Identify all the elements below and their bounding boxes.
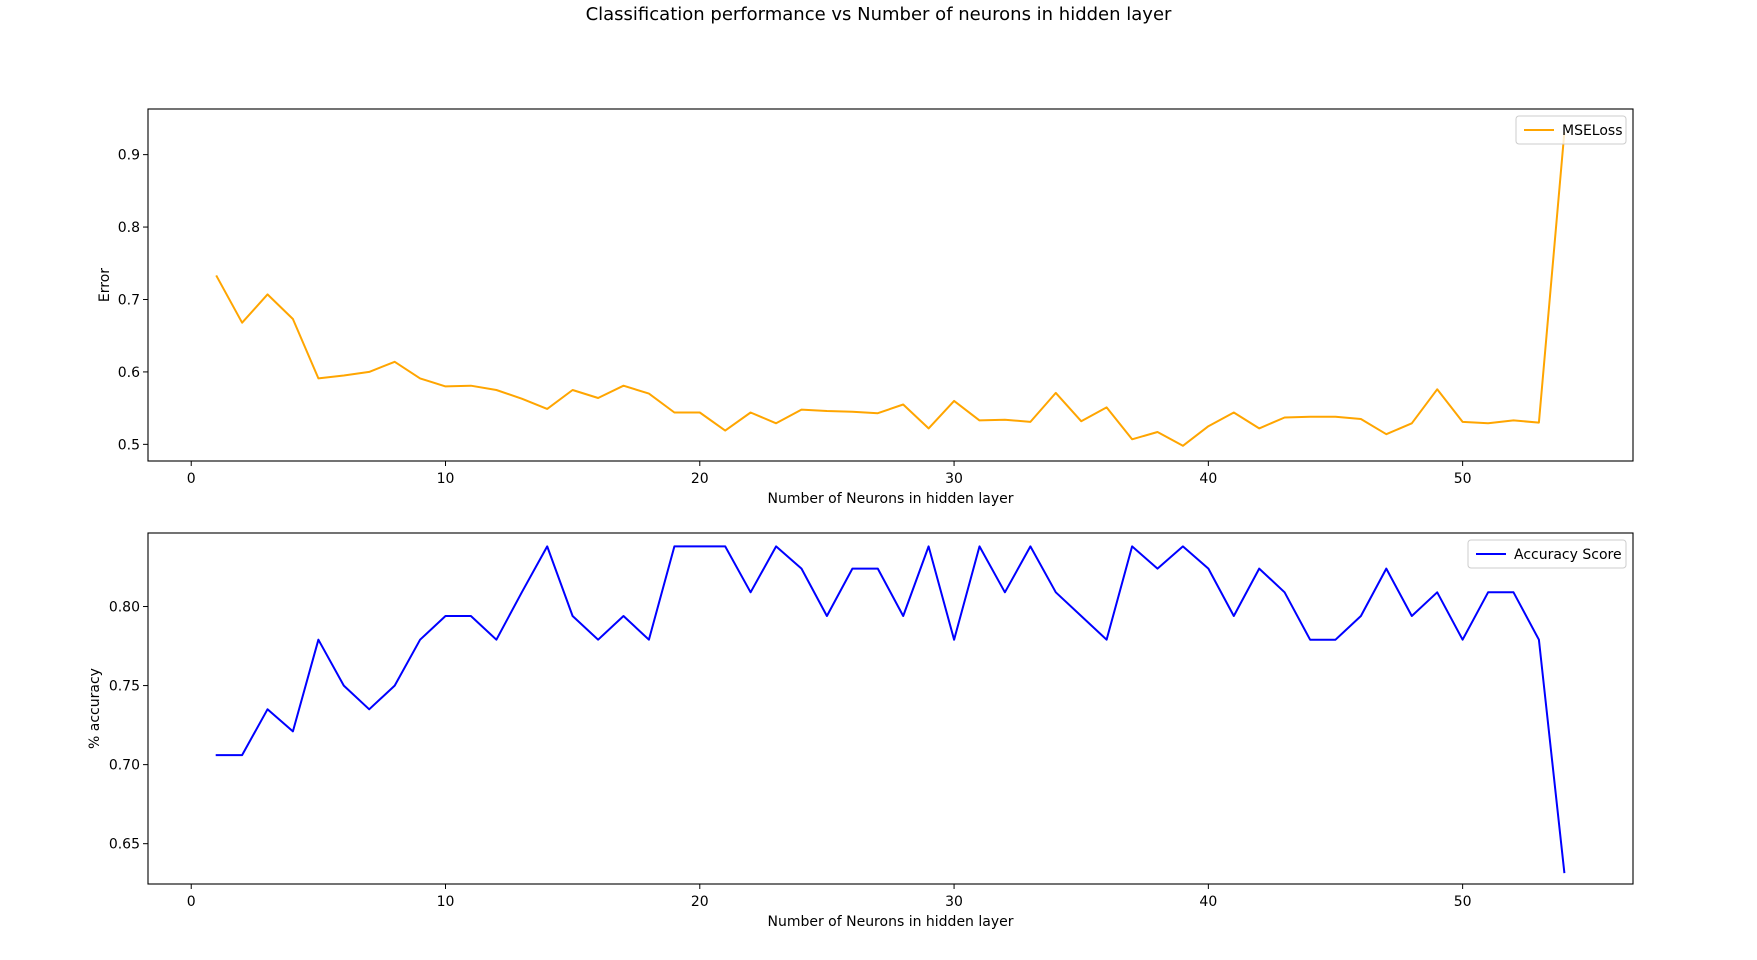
subplot-2: 0 10 20 30 40 50 0.65 0.70 0.75 0.80 Number of Neu… bbox=[87, 532, 1634, 930]
y-tick-label: 0.80 bbox=[109, 600, 140, 616]
legend-box bbox=[1467, 539, 1627, 569]
legend: MSELoss bbox=[1515, 115, 1627, 145]
axes-frame bbox=[147, 532, 1634, 885]
y-axis-label: Error bbox=[97, 268, 113, 302]
x-tick-label: 50 bbox=[1454, 894, 1472, 910]
x-tick-label: 40 bbox=[1199, 894, 1217, 910]
subplot-1: 0 10 20 30 40 50 0.5 0.6 0.7 0.8 0.9 Number of Neur… bbox=[97, 108, 1634, 507]
y-tick-label: 0.8 bbox=[118, 220, 140, 236]
legend: Accuracy Score bbox=[1467, 539, 1627, 569]
x-axis-label: Number of Neurons in hidden layer bbox=[767, 491, 1013, 507]
series-line-1 bbox=[215, 545, 1566, 874]
axes-frame bbox=[147, 108, 1634, 462]
x-tick-label: 50 bbox=[1454, 471, 1472, 487]
legend-box bbox=[1515, 115, 1627, 145]
figure-title: Classification performance vs Number of … bbox=[585, 4, 1172, 25]
x-tick-label: 40 bbox=[1199, 471, 1217, 487]
legend-label: MSELoss bbox=[1562, 123, 1623, 139]
x-tick-label: 30 bbox=[945, 894, 963, 910]
y-tick-label: 0.9 bbox=[118, 148, 140, 164]
series-line-1 bbox=[215, 131, 1566, 447]
x-tick-label: 20 bbox=[691, 894, 709, 910]
x-tick-label: 0 bbox=[187, 894, 196, 910]
x-tick-label: 10 bbox=[437, 471, 455, 487]
y-axis-label: % accuracy bbox=[87, 668, 103, 749]
y-tick-label: 0.6 bbox=[118, 365, 140, 381]
y-tick-label: 0.65 bbox=[109, 837, 140, 853]
y-tick-label: 0.7 bbox=[118, 292, 140, 308]
x-tick-label: 10 bbox=[437, 894, 455, 910]
y-tick-label: 0.5 bbox=[118, 437, 140, 453]
y-tick-label: 0.70 bbox=[109, 758, 140, 774]
x-tick-label: 20 bbox=[691, 471, 709, 487]
x-axis-label: Number of Neurons in hidden layer bbox=[767, 914, 1013, 930]
legend-label: Accuracy Score bbox=[1514, 547, 1622, 563]
x-tick-label: 30 bbox=[945, 471, 963, 487]
y-tick-label: 0.75 bbox=[109, 679, 140, 695]
x-tick-label: 0 bbox=[187, 471, 196, 487]
